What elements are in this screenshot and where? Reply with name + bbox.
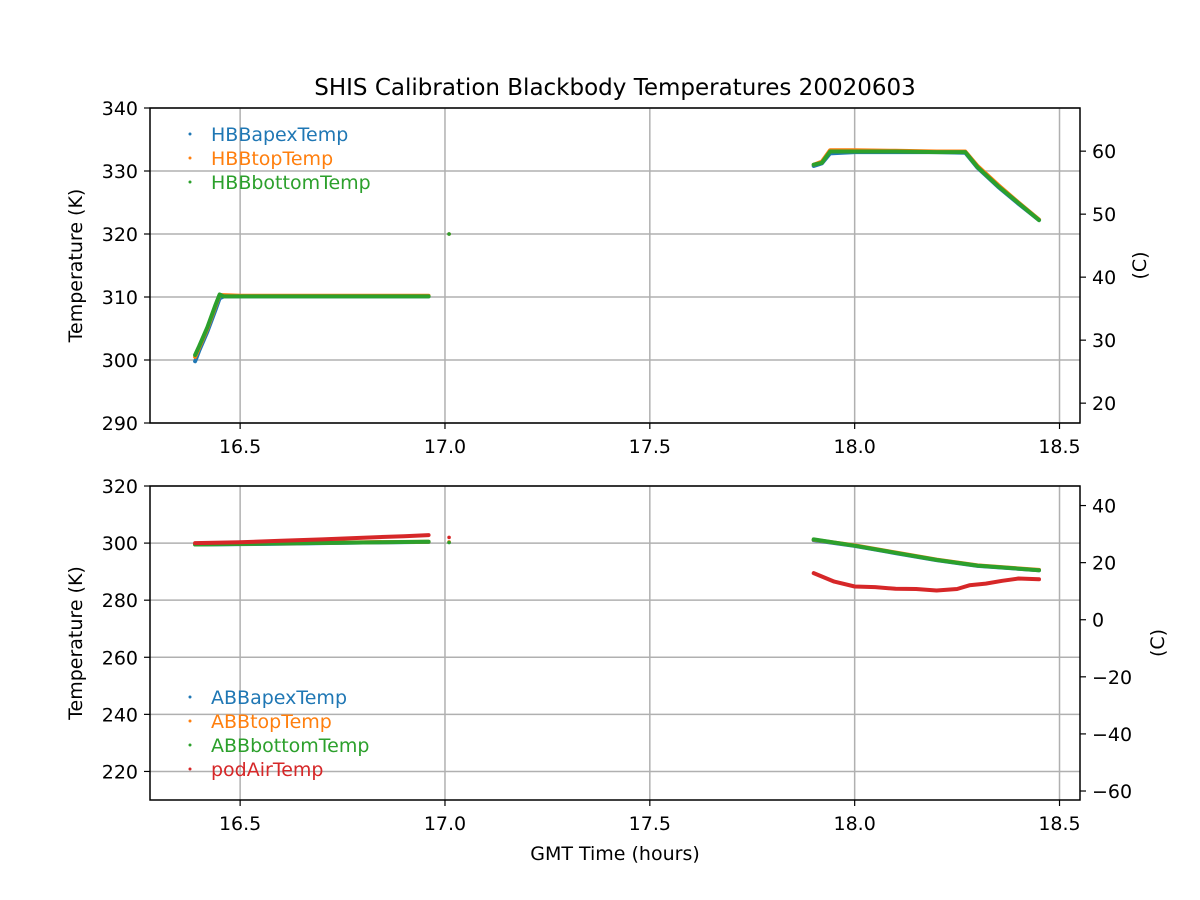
x-tick-label: 17.5	[629, 436, 671, 458]
series-trace-ABBbottomTemp	[811, 537, 1041, 573]
legend-marker	[188, 719, 192, 723]
x-axis-label: GMT Time (hours)	[530, 843, 700, 865]
chart-title: SHIS Calibration Blackbody Temperatures …	[314, 75, 916, 101]
y-right-tick-label: 40	[1092, 496, 1116, 518]
x-tick-label: 17.0	[424, 436, 466, 458]
x-tick-label: 17.0	[424, 813, 466, 835]
data-point-podAirTemp	[447, 535, 451, 540]
y-axis-label: Temperature (K)	[65, 189, 87, 344]
x-tick-label: 17.5	[629, 813, 671, 835]
top-panel: 16.5 17.0 17.5 18.0 18.5 290 300 310 320 330 340 20…	[65, 98, 1151, 458]
y-tick-label: 300	[102, 350, 138, 372]
y-tick-label: 290	[102, 413, 138, 435]
y-tick-label: 300	[102, 533, 138, 555]
x-tick-label: 18.5	[1038, 813, 1080, 835]
data-point-HBBbottomTemp	[447, 232, 451, 236]
legend-marker	[188, 695, 192, 699]
data-point-ABBbottomTemp	[447, 540, 451, 545]
legend-marker	[188, 767, 192, 771]
y-axis-label: Temperature (K)	[65, 566, 87, 721]
y-right-tick-label: 50	[1092, 204, 1116, 226]
legend-label: ABBbottomTemp	[211, 735, 369, 757]
y-tick-label: 340	[102, 98, 138, 120]
y-tick-label: 310	[102, 287, 138, 309]
y-tick-label: 260	[102, 647, 138, 669]
x-tick-label: 18.0	[834, 436, 876, 458]
y-right-tick-label: 60	[1092, 141, 1116, 163]
plot-frame	[149, 107, 1081, 424]
legend-marker	[188, 132, 192, 136]
legend-label: HBBbottomTemp	[211, 172, 371, 194]
legend-label: podAirTemp	[211, 759, 323, 781]
series-trace-podAirTemp	[811, 571, 1041, 593]
y-tick-label: 240	[102, 704, 138, 726]
y-right-tick-label: 20	[1092, 393, 1116, 415]
y-right-tick-label: 20	[1092, 553, 1116, 575]
legend: ABBapexTempABBtopTempABBbottomTemppodAir…	[188, 687, 369, 781]
plot-frame	[149, 485, 1081, 801]
x-tick-label: 18.5	[1038, 436, 1080, 458]
y-tick-label: 280	[102, 590, 138, 612]
legend-label: HBBapexTemp	[211, 124, 348, 146]
series-trace-HBBbottomTemp	[193, 292, 431, 357]
y-right-axis-label: (C)	[1147, 629, 1169, 657]
y-right-tick-label: 30	[1092, 330, 1116, 352]
legend-label: ABBtopTemp	[211, 711, 332, 733]
x-tick-label: 16.5	[219, 436, 261, 458]
y-right-tick-label: −60	[1092, 781, 1132, 803]
y-right-tick-label: 0	[1092, 610, 1104, 632]
y-tick-label: 320	[102, 476, 138, 498]
legend-label: ABBapexTemp	[211, 687, 347, 709]
legend-marker	[188, 180, 192, 184]
x-tick-label: 16.5	[219, 813, 261, 835]
y-right-tick-label: 40	[1092, 267, 1116, 289]
series-group	[193, 148, 1041, 364]
y-tick-label: 220	[102, 761, 138, 783]
y-right-axis-label: (C)	[1129, 251, 1151, 279]
y-tick-label: 320	[102, 224, 138, 246]
y-right-tick-label: −40	[1092, 724, 1132, 746]
y-tick-label: 330	[102, 161, 138, 183]
legend-label: HBBtopTemp	[211, 148, 333, 170]
bottom-panel: 16.5 17.0 17.5 18.0 18.5 220 240 260 280 300 320 −6…	[65, 476, 1169, 865]
series-group	[193, 533, 1041, 593]
legend-marker	[188, 156, 192, 160]
series-trace-podAirTemp	[193, 533, 431, 546]
series-trace-HBBbottomTemp	[811, 149, 1041, 223]
y-right-tick-label: −20	[1092, 667, 1132, 689]
x-tick-label: 18.0	[834, 813, 876, 835]
legend-marker	[188, 743, 192, 747]
